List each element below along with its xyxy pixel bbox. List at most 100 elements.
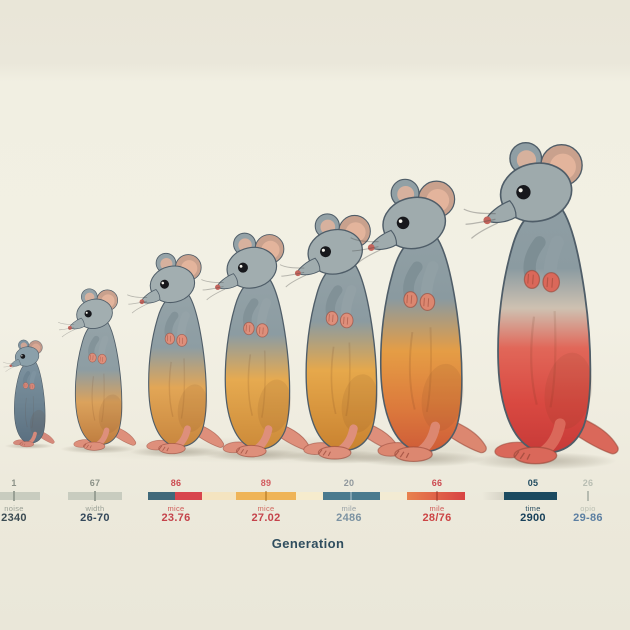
legend-tick <box>350 491 352 501</box>
mouse-far-paw <box>325 311 339 326</box>
mouse-haunch-shade <box>98 394 123 433</box>
mouse-haunch-shade <box>257 379 291 433</box>
legend-bar <box>323 492 380 500</box>
mouse-haunch-shade <box>177 384 208 433</box>
mouse-nose <box>9 364 13 368</box>
mouse-nose <box>367 244 375 251</box>
mouse-eye-glint <box>518 188 523 193</box>
mouse-illustration <box>2 339 55 449</box>
mouse-near-foot <box>235 444 267 458</box>
legend-bar <box>504 492 557 500</box>
legend-bar <box>0 492 40 500</box>
legend-connector <box>202 492 236 500</box>
mouse-eye-glint <box>321 248 325 252</box>
mouse-paw-fingers <box>90 354 104 362</box>
mouse-far-paw <box>523 269 541 290</box>
mouse-paw-fingers <box>24 383 33 389</box>
legend-bar <box>148 492 202 500</box>
mouse-paw-fingers <box>527 273 554 288</box>
mouse-eye-glint <box>239 264 243 268</box>
mouse-whiskers <box>58 321 76 338</box>
legend-label: mile <box>341 504 357 513</box>
legend-tick <box>13 491 15 501</box>
mouse-near-paw <box>339 312 354 329</box>
mouse-whiskers <box>463 208 498 239</box>
mouse-near-foot <box>394 446 433 463</box>
mouse-illustration <box>350 178 487 467</box>
mouse-near-foot <box>513 446 558 465</box>
legend-bar-leadin <box>482 492 504 500</box>
legend-tick <box>265 491 267 501</box>
mouse-whiskers <box>350 237 381 264</box>
mouse-far-paw <box>243 321 255 336</box>
legend-value: 2486 <box>336 512 362 524</box>
mouse-near-foot <box>317 445 352 460</box>
mouse-muzzle <box>140 289 161 304</box>
mouse-near-paw <box>419 292 436 311</box>
mouse-head <box>463 162 573 239</box>
legend-value: 2900 <box>520 512 546 524</box>
mouse-illustration <box>201 232 310 462</box>
mouse-eye-glint <box>21 355 23 357</box>
mouse-whiskers <box>201 279 226 301</box>
legend-value: 29-86 <box>573 512 603 524</box>
legend-value: 26-70 <box>80 512 110 524</box>
mouse-near-paw <box>542 271 561 293</box>
mouse-near-foot <box>158 442 186 455</box>
legend-bar <box>68 492 122 500</box>
legend-label: mice <box>167 504 185 513</box>
mouse-toes <box>394 450 410 459</box>
mouse-head <box>2 346 40 372</box>
legend-connector <box>296 492 323 500</box>
mouse-belly-crease <box>25 397 28 428</box>
mouse-near-paw <box>256 323 269 338</box>
legend-label: noise <box>4 504 24 513</box>
legend-tick <box>436 491 438 501</box>
mouse-belly-crease <box>168 361 174 417</box>
mouse-far-paw <box>22 382 29 389</box>
legend-value: 23.76 <box>161 512 191 524</box>
mouse-head <box>350 196 447 264</box>
legend-tick <box>587 491 589 501</box>
mouse-toes <box>514 450 531 460</box>
mouse-haunch-shade <box>421 363 464 431</box>
mouse-haunch-shade <box>544 352 593 430</box>
mouse-eye-glint <box>398 219 403 223</box>
mouse-belly-crease <box>91 376 96 421</box>
legend-value: 2340 <box>1 512 27 524</box>
mouse-belly-crease <box>247 354 253 416</box>
mouse-far-paw <box>164 332 175 345</box>
mouse-nose <box>139 299 145 305</box>
mouse-nose <box>294 270 301 277</box>
mouse-illustration <box>279 213 399 464</box>
legend-bar <box>236 492 296 500</box>
mouse-illustration <box>58 288 137 454</box>
mouse-whiskers <box>2 361 15 372</box>
mouse-muzzle <box>68 317 85 330</box>
mouse-far-paw <box>88 352 97 363</box>
mouse-muzzle <box>296 257 321 276</box>
mouse-toes <box>158 445 169 452</box>
mouse-paw-fingers <box>328 314 349 325</box>
axis-label: Generation <box>271 536 345 551</box>
mouse-near-paw <box>29 382 36 390</box>
legend-label: width <box>85 504 105 513</box>
mouse-paw-fingers <box>406 294 430 307</box>
mouse-belly-crease <box>330 346 337 415</box>
mouse-head <box>279 228 363 288</box>
legend-label: time <box>525 504 541 513</box>
mouse-near-foot <box>83 441 106 451</box>
mouse-near-foot <box>19 441 35 448</box>
legend-label: opio <box>580 504 596 513</box>
mouse-nose <box>483 216 492 225</box>
mouse-eye-glint <box>161 281 165 285</box>
mouse-haunch-shade <box>341 374 379 433</box>
mouse-toes <box>19 442 26 446</box>
mouse-nose <box>68 325 72 330</box>
mouse-head <box>58 298 113 338</box>
mouse-toes <box>318 449 331 457</box>
legend-value: 27.02 <box>251 512 281 524</box>
mouse-near-paw <box>176 334 188 347</box>
legend-bar <box>407 492 465 500</box>
